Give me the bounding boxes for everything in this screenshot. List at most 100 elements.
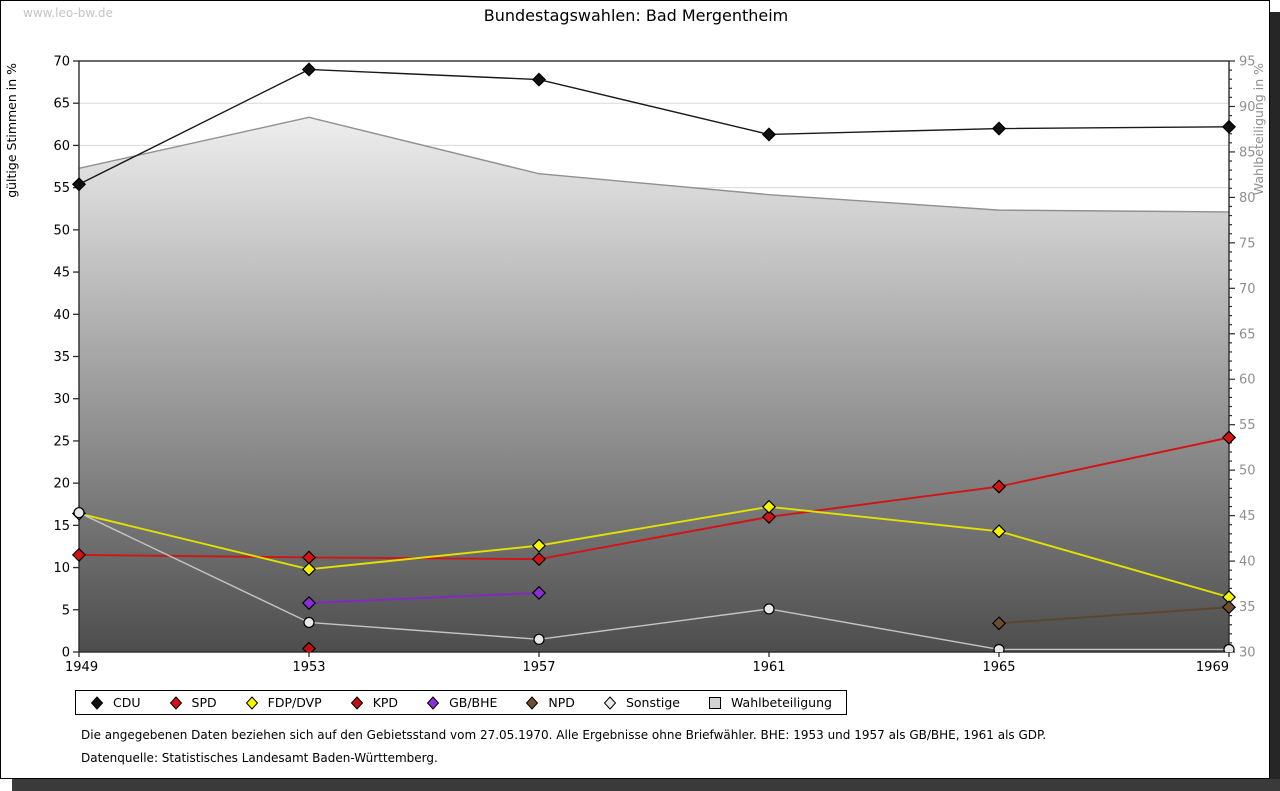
left-axis-tick-label: 25 xyxy=(53,434,70,449)
data-point-marker xyxy=(1223,643,1235,652)
data-point-marker xyxy=(991,524,1007,539)
series-line xyxy=(78,68,1230,185)
legend-item-npd: NPD xyxy=(525,695,575,710)
right-axis-tick-label: 40 xyxy=(1239,555,1256,570)
data-point-marker xyxy=(761,509,777,524)
footnote-line1: Die angegebenen Daten beziehen sich auf … xyxy=(81,728,1047,742)
data-point-marker xyxy=(531,552,547,567)
left-axis-tick-label: 60 xyxy=(53,139,70,154)
left-axis-tick-label: 10 xyxy=(53,561,70,576)
left-axis-tick-label: 70 xyxy=(53,55,70,70)
legend-item-gb-bhe: GB/BHE xyxy=(426,695,497,710)
left-axis-tick-label: 35 xyxy=(53,350,70,365)
diamond-marker-icon xyxy=(350,695,363,710)
data-point-marker xyxy=(301,595,317,611)
left-axis-tick-label: 55 xyxy=(53,181,70,196)
turnout-area-fill xyxy=(79,117,1229,652)
data-point-marker xyxy=(1221,430,1237,445)
data-point-marker xyxy=(761,127,777,142)
diamond-marker-icon xyxy=(169,695,182,710)
left-axis-tick-label: 5 xyxy=(62,603,70,618)
data-point-marker xyxy=(1221,600,1237,615)
x-axis-tick-label: 1965 xyxy=(982,660,1015,675)
x-axis-tick-label: 1957 xyxy=(522,660,555,675)
series-line xyxy=(78,512,1229,651)
data-point-marker xyxy=(991,616,1007,631)
right-axis-tick-label: 60 xyxy=(1239,373,1256,388)
circle-marker-icon xyxy=(603,695,617,710)
right-axis-tick-label: 65 xyxy=(1239,327,1256,342)
legend-label: KPD xyxy=(372,695,399,710)
legend-label: SPD xyxy=(191,695,217,710)
right-axis-tick-label: 75 xyxy=(1239,236,1256,251)
right-axis-tick-label: 95 xyxy=(1239,55,1256,70)
x-axis-tick-label: 1969 xyxy=(1196,660,1229,675)
right-axis-tick-label: 50 xyxy=(1239,464,1256,479)
left-axis-tick-label: 45 xyxy=(53,266,70,281)
square-marker-icon xyxy=(708,696,721,709)
chart-title: Bundestagswahlen: Bad Mergentheim xyxy=(483,6,789,25)
window-shadow-bottom xyxy=(12,779,1280,791)
footnote-line2: Datenquelle: Statistisches Landesamt Bad… xyxy=(81,751,438,765)
left-axis-tick-label: 40 xyxy=(53,308,70,323)
legend: CDU SPD FDP/DVP KPD GB/BHE NPD Sonstige Wahlbet… xyxy=(75,690,847,715)
right-axis-tick-label: 90 xyxy=(1239,100,1256,115)
data-point-marker xyxy=(301,562,317,577)
turnout-area xyxy=(78,116,1230,652)
series-line xyxy=(78,436,1230,561)
data-point-marker xyxy=(531,72,547,87)
legend-item-kpd: KPD xyxy=(350,695,398,710)
right-axis-title: Wahlbeteiligung in % xyxy=(1251,63,1266,195)
diamond-marker-icon xyxy=(245,695,258,710)
x-axis-tick-label: 1953 xyxy=(292,660,325,675)
series-cdu xyxy=(71,62,1237,192)
legend-item-cdu: CDU xyxy=(90,695,141,710)
data-point-marker xyxy=(73,507,85,519)
legend-label: CDU xyxy=(113,695,141,710)
right-axis-tick-label: 45 xyxy=(1239,509,1256,524)
data-point-marker xyxy=(993,643,1005,652)
x-axis-tick-label: 1949 xyxy=(65,660,98,675)
series-npd xyxy=(991,600,1237,631)
right-axis-tick-label: 35 xyxy=(1239,600,1256,615)
right-axis-tick-label: 85 xyxy=(1239,145,1256,160)
left-axis-tick-label: 50 xyxy=(53,223,70,238)
diamond-marker-icon xyxy=(90,695,104,710)
left-axis-tick-label: 15 xyxy=(53,519,70,534)
series-line xyxy=(998,606,1230,625)
data-point-marker xyxy=(533,633,545,645)
turnout-line xyxy=(78,116,1230,213)
watermark: www.leo-bw.de xyxy=(23,6,113,20)
data-point-marker xyxy=(531,538,547,553)
series-kpd xyxy=(301,641,317,652)
legend-item-sonstige: Sonstige xyxy=(603,695,680,710)
legend-label: NPD xyxy=(548,695,575,710)
data-point-marker xyxy=(761,499,777,514)
x-axis-tick-label: 1961 xyxy=(752,660,785,675)
data-point-marker xyxy=(991,479,1007,494)
left-axis-tick-label: 0 xyxy=(62,646,70,661)
series-fdp-dvp xyxy=(71,499,1237,605)
legend-item-spd: SPD xyxy=(169,695,217,710)
data-point-marker xyxy=(301,62,317,77)
data-point-marker xyxy=(1221,119,1237,134)
axis-tick-labels: 0 5 10 15 20 25 30 35 40 45 50 55 60 65 70 30 35 40 45 50 55… xyxy=(53,55,1255,676)
legend-label: Wahlbeteiligung xyxy=(730,695,832,710)
chart-page: www.leo-bw.de Bundestagswahlen: Bad Merg… xyxy=(0,0,1270,779)
series-gb-bhe xyxy=(301,585,547,611)
series-line xyxy=(308,591,540,604)
diamond-marker-icon xyxy=(426,695,440,710)
legend-item-fdp-dvp: FDP/DVP xyxy=(245,695,322,710)
series-sonstige xyxy=(73,507,1235,652)
right-axis-tick-label: 55 xyxy=(1239,418,1256,433)
series-spd xyxy=(71,430,1237,567)
right-axis-tick-label: 70 xyxy=(1239,282,1256,297)
legend-item-wahlbeteiligung: Wahlbeteiligung xyxy=(708,695,832,710)
left-axis-tick-label: 65 xyxy=(53,97,70,112)
chart-canvas: 0 5 10 15 20 25 30 35 40 45 50 55 60 65 70 30 35 40 45 50 55… xyxy=(4,55,1266,676)
left-axis-tick-label: 30 xyxy=(53,392,70,407)
data-series xyxy=(71,62,1237,652)
data-point-marker xyxy=(71,177,87,192)
right-axis-tick-label: 30 xyxy=(1239,646,1256,661)
data-point-marker xyxy=(531,585,547,600)
